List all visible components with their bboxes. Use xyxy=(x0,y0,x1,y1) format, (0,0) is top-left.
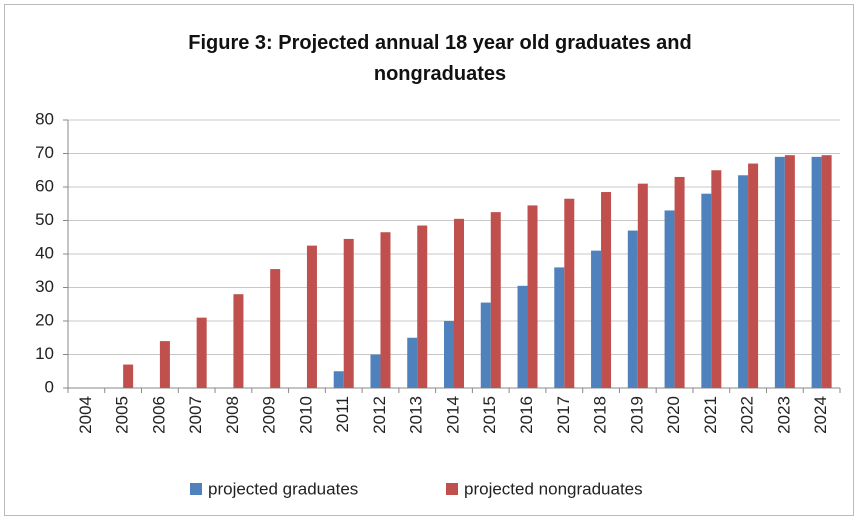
bar xyxy=(270,269,281,388)
x-tick-label: 2021 xyxy=(701,396,720,434)
bar xyxy=(701,193,712,388)
x-tick-label: 2022 xyxy=(738,396,757,434)
chart-frame xyxy=(4,4,854,516)
x-tick-label: 2007 xyxy=(186,396,205,434)
x-tick-label: 2013 xyxy=(407,396,426,434)
bar xyxy=(159,341,170,388)
bar xyxy=(564,198,575,388)
bar xyxy=(380,232,391,388)
bar xyxy=(748,163,759,388)
legend-swatch xyxy=(446,483,458,495)
legend-label: projected nongraduates xyxy=(464,479,643,498)
y-tick-label: 20 xyxy=(35,310,54,329)
legend-label: projected graduates xyxy=(208,479,358,498)
x-tick-label: 2010 xyxy=(296,396,315,434)
bar xyxy=(333,371,344,388)
chart-title: Figure 3: Projected annual 18 year old g… xyxy=(188,32,692,85)
y-tick-label: 10 xyxy=(35,344,54,363)
y-tick-label: 80 xyxy=(35,109,54,128)
bar xyxy=(674,176,685,388)
bar xyxy=(627,230,638,388)
y-tick-label: 60 xyxy=(35,176,54,195)
x-tick-label: 2005 xyxy=(113,396,132,434)
x-tick-label: 2008 xyxy=(223,396,242,434)
x-tick-label: 2023 xyxy=(774,396,793,434)
bar xyxy=(343,238,354,388)
y-tick-label: 40 xyxy=(35,243,54,262)
x-tick-label: 2015 xyxy=(480,396,499,434)
x-tick-label: 2012 xyxy=(370,396,389,434)
bar xyxy=(123,364,134,388)
bar xyxy=(637,183,648,388)
x-tick-label: 2011 xyxy=(333,396,352,433)
bar xyxy=(784,155,795,388)
x-tick-label: 2009 xyxy=(260,396,279,434)
bar xyxy=(233,294,244,388)
bar xyxy=(738,175,749,388)
x-tick-label: 2020 xyxy=(664,396,683,434)
bar xyxy=(454,218,464,388)
bar xyxy=(444,321,454,388)
bar xyxy=(554,267,565,388)
y-tick-label: 50 xyxy=(35,210,54,229)
y-tick-label: 0 xyxy=(45,377,54,396)
legend-swatch xyxy=(190,483,202,495)
bar xyxy=(417,225,428,388)
x-tick-label: 2019 xyxy=(627,396,646,434)
bar xyxy=(601,192,612,388)
bar xyxy=(370,354,381,388)
x-tick-label: 2006 xyxy=(149,396,168,434)
x-tick-label: 2016 xyxy=(517,396,536,434)
x-tick-label: 2004 xyxy=(76,396,95,434)
bar xyxy=(711,170,722,388)
x-tick-label: 2024 xyxy=(811,396,830,434)
bar xyxy=(306,245,317,388)
bar xyxy=(196,317,207,388)
bar xyxy=(774,156,785,388)
bar xyxy=(490,212,501,388)
bar xyxy=(821,155,832,388)
x-tick-label: 2018 xyxy=(591,396,610,434)
x-tick-label: 2014 xyxy=(443,396,462,434)
bar xyxy=(480,302,491,388)
bar xyxy=(664,210,675,388)
bar xyxy=(517,285,528,388)
bar xyxy=(407,337,418,388)
y-tick-label: 30 xyxy=(35,277,54,296)
bar xyxy=(527,205,538,388)
y-tick-label: 70 xyxy=(35,143,54,162)
x-tick-label: 2017 xyxy=(554,396,573,434)
bar xyxy=(811,156,822,388)
bar xyxy=(591,250,602,388)
